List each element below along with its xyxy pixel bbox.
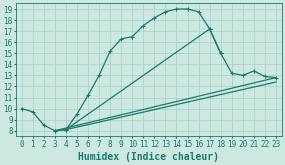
X-axis label: Humidex (Indice chaleur): Humidex (Indice chaleur) [78,151,219,162]
